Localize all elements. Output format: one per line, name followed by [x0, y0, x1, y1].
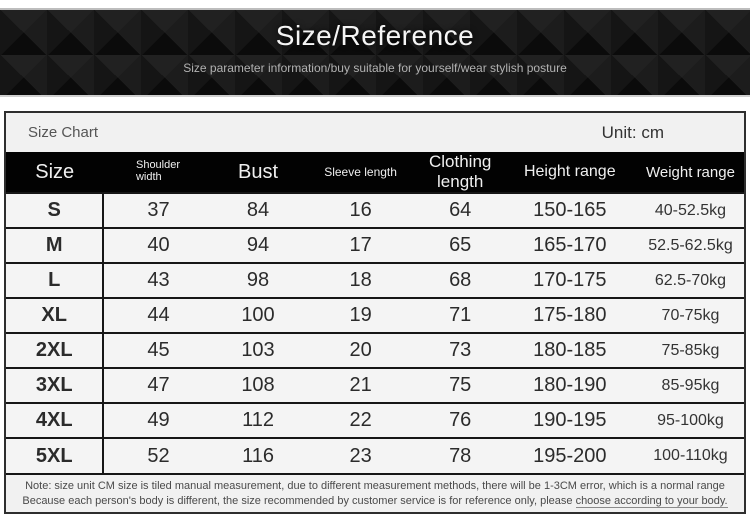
weight-cell: 70-75kg [636, 297, 744, 333]
value-cell: 175-180 [502, 297, 637, 333]
size-chart-title-bar: Size Chart Unit: cm [6, 113, 744, 152]
value-cell: 195-200 [502, 437, 637, 473]
value-cell: 45 [103, 332, 213, 368]
value-cell: 76 [417, 402, 503, 438]
table-row: S 37 84 16 64 150-165 40-52.5kg [6, 192, 744, 228]
size-label-cell: 5XL [6, 437, 105, 473]
value-cell: 150-165 [502, 192, 637, 228]
value-cell: 165-170 [502, 227, 637, 263]
note-line-1: Note: size unit CM size is tiled manual … [25, 480, 725, 492]
value-cell: 100 [212, 297, 304, 333]
value-cell: 17 [303, 227, 418, 263]
top-white-strip [0, 0, 750, 8]
weight-cell: 40-52.5kg [636, 192, 744, 228]
value-cell: 84 [212, 192, 304, 228]
value-cell: 65 [417, 227, 503, 263]
value-cell: 52 [103, 437, 213, 473]
header-clothing-length: Clothing length [417, 152, 503, 193]
value-cell: 21 [303, 367, 418, 403]
header-weight-range: Weight range [636, 152, 744, 193]
value-cell: 180-185 [502, 332, 637, 368]
size-label-cell: 4XL [6, 402, 105, 438]
value-cell: 40 [103, 227, 213, 263]
unit-label: Unit: cm [601, 122, 664, 142]
value-cell: 19 [303, 297, 418, 333]
table-row: M 40 94 17 65 165-170 52.5-62.5kg [6, 227, 744, 263]
table-row: 2XL 45 103 20 73 180-185 75-85kg [6, 332, 744, 368]
header-shoulder-width-label: Shoulder width [135, 158, 181, 184]
value-cell: 75 [417, 367, 503, 403]
value-cell: 112 [212, 402, 304, 438]
value-cell: 116 [212, 437, 304, 473]
value-cell: 103 [212, 332, 304, 368]
value-cell: 47 [103, 367, 213, 403]
weight-cell: 85-95kg [636, 367, 744, 403]
size-chart-panel: Size Chart Unit: cm Size Shoulder width … [4, 111, 746, 514]
value-cell: 180-190 [502, 367, 637, 403]
value-cell: 71 [417, 297, 503, 333]
table-row: 5XL 52 116 23 78 195-200 100-110kg [6, 437, 744, 473]
table-header-row: Size Shoulder width Bust Sleeve length C… [6, 152, 744, 193]
value-cell: 108 [212, 367, 304, 403]
value-cell: 49 [103, 402, 213, 438]
note-line-2: Because each person's body is different,… [6, 494, 744, 509]
size-label-cell: M [6, 227, 105, 263]
banner: Size/Reference Size parameter informatio… [0, 8, 750, 97]
value-cell: 20 [303, 332, 418, 368]
weight-cell: 52.5-62.5kg [636, 227, 744, 263]
size-label-cell: 2XL [6, 332, 105, 368]
note-section: Note: size unit CM size is tiled manual … [6, 473, 744, 512]
value-cell: 37 [103, 192, 213, 228]
size-label-cell: XL [6, 297, 105, 333]
weight-cell: 62.5-70kg [636, 262, 744, 298]
size-chart-title: Size Chart [28, 124, 99, 141]
weight-cell: 95-100kg [636, 402, 744, 438]
weight-cell: 100-110kg [636, 437, 744, 473]
value-cell: 43 [103, 262, 213, 298]
table-row: XL 44 100 19 71 175-180 70-75kg [6, 297, 744, 333]
header-bust: Bust [212, 152, 304, 193]
value-cell: 98 [212, 262, 304, 298]
size-label-cell: L [6, 262, 105, 298]
note-line-2-text: Because each person's body is different,… [22, 495, 576, 507]
banner-title: Size/Reference [275, 20, 475, 51]
note-line-2-underlined-text: choose according to your body. [575, 495, 728, 508]
size-table: Size Shoulder width Bust Sleeve length C… [6, 152, 744, 473]
header-shoulder-width: Shoulder width [103, 152, 213, 193]
value-cell: 16 [303, 192, 418, 228]
value-cell: 78 [417, 437, 503, 473]
value-cell: 170-175 [502, 262, 637, 298]
value-cell: 68 [417, 262, 503, 298]
size-label-cell: S [6, 192, 105, 228]
size-label-cell: 3XL [6, 367, 105, 403]
value-cell: 23 [303, 437, 418, 473]
value-cell: 18 [303, 262, 418, 298]
value-cell: 73 [417, 332, 503, 368]
header-height-range: Height range [502, 152, 637, 193]
header-sleeve-length: Sleeve length [303, 152, 418, 193]
table-row: L 43 98 18 68 170-175 62.5-70kg [6, 262, 744, 298]
value-cell: 190-195 [502, 402, 637, 438]
table-row: 3XL 47 108 21 75 180-190 85-95kg [6, 367, 744, 403]
weight-cell: 75-85kg [636, 332, 744, 368]
value-cell: 44 [103, 297, 213, 333]
table-row: 4XL 49 112 22 76 190-195 95-100kg [6, 402, 744, 438]
banner-subtitle: Size parameter information/buy suitable … [183, 61, 567, 75]
header-size: Size [6, 152, 104, 193]
value-cell: 64 [417, 192, 503, 228]
value-cell: 22 [303, 402, 418, 438]
value-cell: 94 [212, 227, 304, 263]
